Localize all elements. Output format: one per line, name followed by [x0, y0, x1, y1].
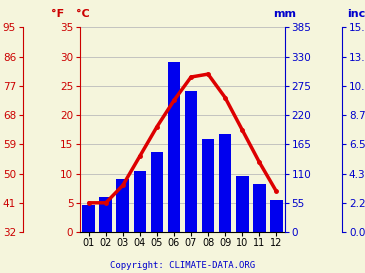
Text: °F: °F — [51, 9, 64, 19]
Text: °C: °C — [77, 9, 90, 19]
Bar — [236, 176, 249, 232]
Bar — [270, 200, 283, 232]
Bar — [150, 152, 164, 232]
Bar — [219, 134, 231, 232]
Bar — [185, 91, 197, 232]
Bar — [253, 184, 265, 232]
Bar — [201, 139, 214, 232]
Text: Copyright: CLIMATE-DATA.ORG: Copyright: CLIMATE-DATA.ORG — [110, 261, 255, 270]
Bar — [168, 62, 180, 232]
Bar — [116, 179, 129, 232]
Text: mm: mm — [273, 9, 296, 19]
Bar — [99, 197, 112, 232]
Bar — [82, 206, 95, 232]
Text: inch: inch — [347, 9, 365, 19]
Bar — [134, 171, 146, 232]
